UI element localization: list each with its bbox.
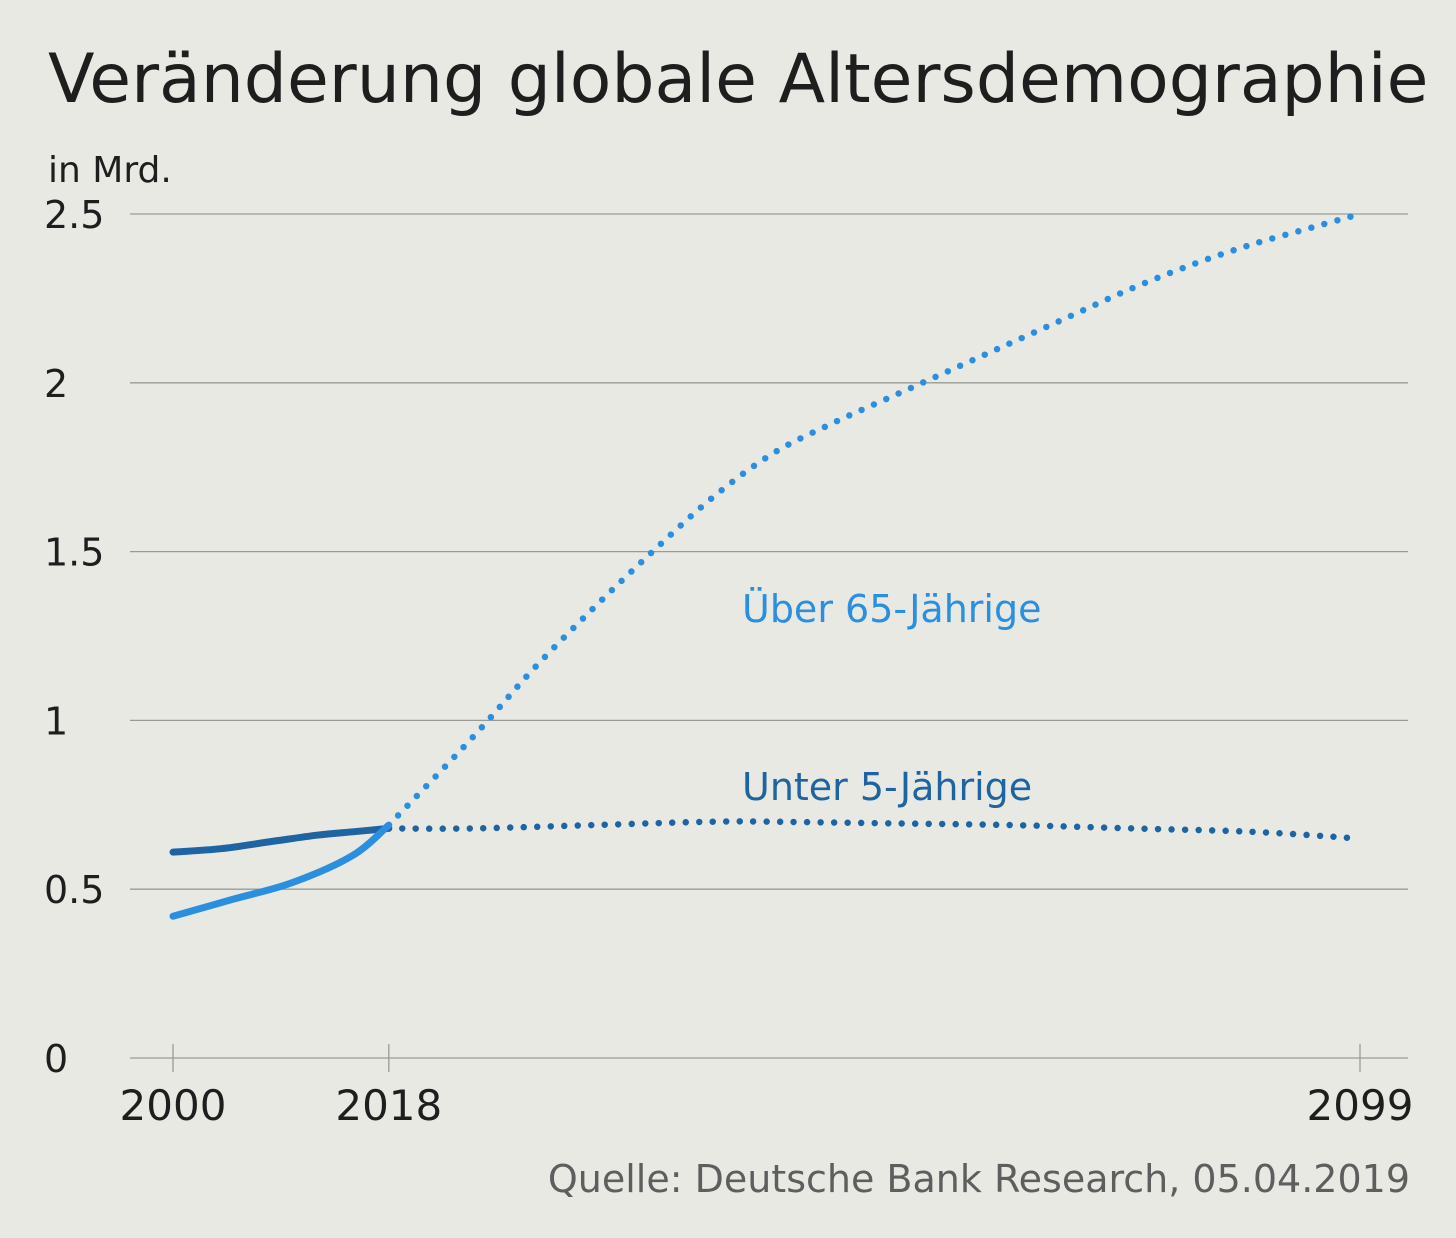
gridlines xyxy=(130,213,1408,1059)
series-label-over65: Über 65-Jährige xyxy=(742,587,1041,631)
series-line-over65-historical xyxy=(169,821,393,920)
y-tick-label: 2 xyxy=(44,362,68,406)
x-tick-label: 2099 xyxy=(1307,1081,1414,1130)
series-label-under5: Unter 5-Jährige xyxy=(742,765,1032,809)
y-axis-unit-label: in Mrd. xyxy=(48,150,172,191)
chart-title: Veränderung globale Altersdemographie xyxy=(48,40,1429,119)
source-note: Quelle: Deutsche Bank Research, 05.04.20… xyxy=(548,1157,1410,1201)
series-line-under5-projection xyxy=(385,818,1364,842)
y-tick-label: 1.5 xyxy=(44,531,104,575)
series-line-over65-projection xyxy=(385,210,1364,829)
y-tick-label: 0 xyxy=(44,1037,68,1081)
x-axis-ticks: 2000 2018 2099 xyxy=(120,1044,1414,1130)
series-line-under5-historical xyxy=(169,824,393,856)
y-tick-label: 1 xyxy=(44,699,68,743)
data-lines xyxy=(169,210,1364,920)
x-tick-label: 2000 xyxy=(120,1081,227,1130)
y-tick-label: 0.5 xyxy=(44,868,104,912)
y-tick-label: 2.5 xyxy=(44,193,104,237)
y-axis-tick-labels: 0 0.5 1 1.5 2 2.5 xyxy=(44,193,104,1081)
x-tick-label: 2018 xyxy=(335,1081,442,1130)
